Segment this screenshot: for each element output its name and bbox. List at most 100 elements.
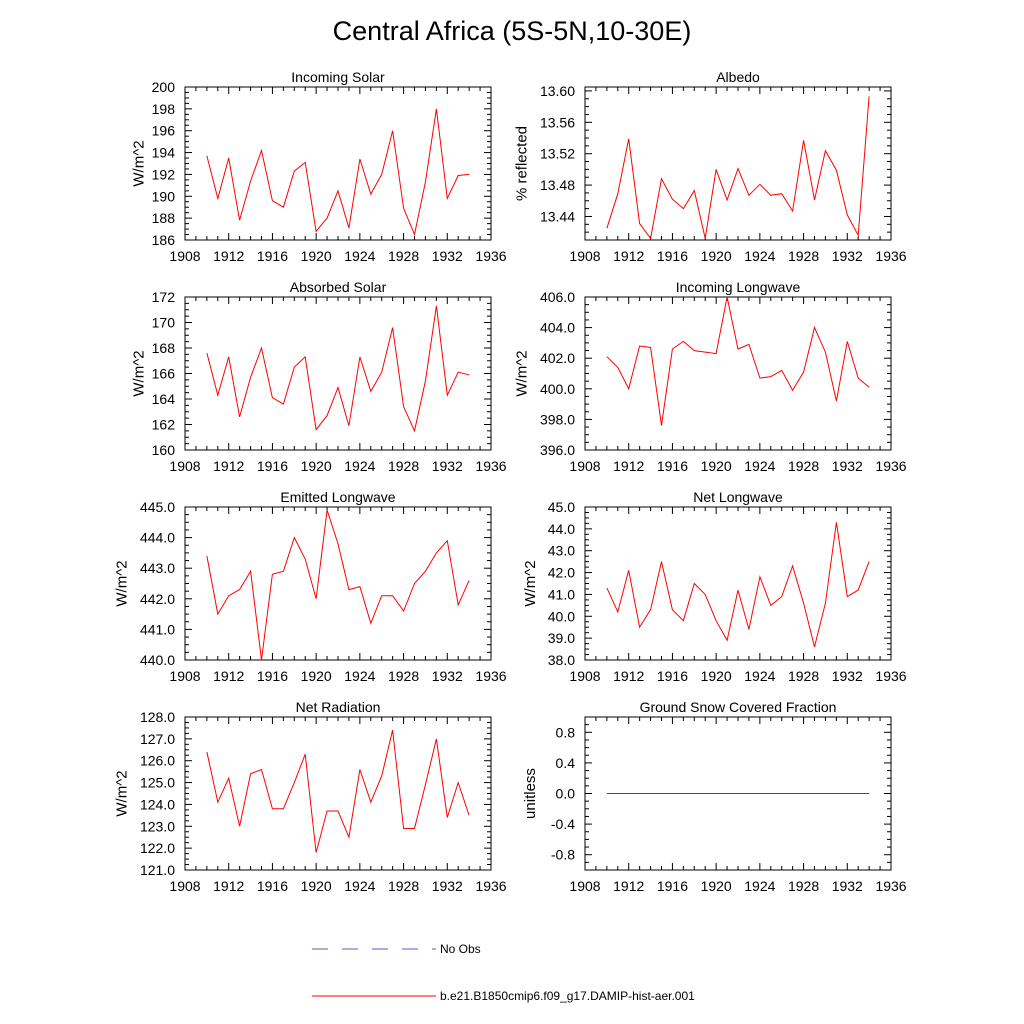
panel-title: Albedo: [716, 69, 760, 85]
panel-title: Incoming Longwave: [676, 279, 801, 295]
y-tick-label: 406.0: [540, 289, 575, 305]
legend: No Obs b.e21.B1850cmip6.f09_g17.DAMIP-hi…: [312, 942, 695, 1003]
panels: Incoming Solar 1908 1912 1916 1920 1924 1928 19…: [114, 69, 907, 894]
x-tick-label: 1908: [569, 668, 600, 684]
y-tick-label: 404.0: [540, 320, 575, 336]
x-tick-label: 1932: [832, 458, 863, 474]
x-tick-label: 1912: [613, 668, 644, 684]
y-tick-label: 198: [152, 101, 176, 117]
x-tick-label: 1916: [257, 248, 288, 264]
x-tick-label: 1936: [875, 668, 906, 684]
x-tick-label: 1924: [744, 458, 775, 474]
x-tick-label: 1916: [257, 878, 288, 894]
y-tick-label: 45.0: [548, 499, 575, 515]
x-tick-label: 1908: [169, 878, 200, 894]
series-line: [206, 108, 470, 237]
y-tick-label: 440.0: [140, 652, 175, 668]
x-tick-label: 1932: [432, 878, 463, 894]
y-tick-label: 402.0: [540, 350, 575, 366]
y-axis-label: W/m^2: [514, 350, 531, 396]
y-axis-label: W/m^2: [131, 140, 148, 186]
y-tick-label: -0.8: [551, 847, 575, 863]
y-axis-label: W/m^2: [522, 560, 539, 606]
chart-panel: Net Longwave 1908 1912 1916 1920 1924 1928 1932…: [522, 489, 907, 684]
series-line: [606, 96, 870, 240]
chart-panel: Incoming Solar 1908 1912 1916 1920 1924 1928 19…: [131, 69, 507, 264]
y-tick-label: 13.44: [540, 208, 575, 224]
x-tick-label: 1912: [213, 878, 244, 894]
x-tick-label: 1936: [475, 248, 506, 264]
chart-panel: Net Radiation 1908 1912 1916 1920 1924 1928 193…: [114, 699, 507, 894]
x-tick-label: 1936: [475, 458, 506, 474]
plot-frame: [584, 86, 892, 241]
y-tick-label: 40.0: [548, 608, 575, 624]
series-line: [206, 729, 470, 853]
x-tick-label: 1908: [569, 248, 600, 264]
x-tick-label: 1912: [613, 458, 644, 474]
x-tick-label: 1924: [344, 878, 375, 894]
y-tick-label: 192: [152, 166, 176, 182]
y-tick-label: 44.0: [548, 521, 575, 537]
panel-title: Net Radiation: [296, 699, 381, 715]
y-tick-label: 13.48: [540, 177, 575, 193]
legend-obs-label: No Obs: [440, 942, 481, 956]
x-tick-label: 1920: [301, 878, 332, 894]
y-axis-label: W/m^2: [114, 770, 131, 816]
x-tick-label: 1916: [657, 248, 688, 264]
y-axis-label: unitless: [522, 768, 539, 819]
y-tick-label: 124.0: [140, 796, 175, 812]
y-tick-label: 13.60: [540, 83, 575, 99]
y-tick-label: 164: [152, 391, 176, 407]
y-tick-label: -0.4: [551, 816, 575, 832]
legend-model-label: b.e21.B1850cmip6.f09_g17.DAMIP-hist-aer.…: [440, 989, 695, 1003]
x-tick-label: 1916: [657, 668, 688, 684]
y-axis-label: W/m^2: [131, 350, 148, 396]
plot-frame: [184, 506, 492, 661]
x-tick-label: 1936: [475, 878, 506, 894]
x-tick-label: 1928: [788, 878, 819, 894]
y-tick-label: 166: [152, 366, 176, 382]
x-tick-label: 1916: [257, 668, 288, 684]
x-tick-label: 1920: [701, 878, 732, 894]
y-tick-label: 444.0: [140, 530, 175, 546]
x-tick-label: 1928: [788, 668, 819, 684]
x-tick-label: 1936: [875, 878, 906, 894]
x-tick-label: 1920: [701, 248, 732, 264]
x-tick-label: 1916: [657, 878, 688, 894]
y-tick-label: 42.0: [548, 565, 575, 581]
x-tick-label: 1912: [613, 248, 644, 264]
chart-panel: Absorbed Solar 1908 1912 1916 1920 1924 1928 19…: [131, 279, 507, 474]
y-tick-label: 121.0: [140, 862, 175, 878]
y-tick-label: 43.0: [548, 543, 575, 559]
y-axis-label: W/m^2: [114, 560, 131, 606]
x-tick-label: 1920: [301, 668, 332, 684]
panel-title: Net Longwave: [693, 489, 783, 505]
x-tick-label: 1920: [701, 458, 732, 474]
series-line: [206, 509, 470, 661]
y-tick-label: 0.8: [556, 724, 576, 740]
y-tick-label: 172: [152, 289, 176, 305]
y-tick-label: 125.0: [140, 775, 175, 791]
y-tick-label: 127.0: [140, 731, 175, 747]
chart-panel: Incoming Longwave 1908 1912 1916 1920 1924 192…: [514, 279, 907, 474]
y-tick-label: 13.56: [540, 114, 575, 130]
y-tick-label: 196: [152, 123, 176, 139]
x-tick-label: 1928: [788, 458, 819, 474]
chart-panel: Albedo 1908 1912 1916 1920 1924 1928 1932 1936 13…: [514, 69, 907, 264]
x-tick-label: 1936: [875, 248, 906, 264]
y-tick-label: 396.0: [540, 442, 575, 458]
x-tick-label: 1924: [744, 248, 775, 264]
y-tick-label: 128.0: [140, 709, 175, 725]
x-tick-label: 1932: [432, 458, 463, 474]
x-tick-label: 1928: [388, 458, 419, 474]
y-tick-label: 38.0: [548, 652, 575, 668]
y-tick-label: 194: [152, 145, 176, 161]
series-line: [206, 305, 470, 433]
x-tick-label: 1936: [475, 668, 506, 684]
y-tick-label: 186: [152, 232, 176, 248]
x-tick-label: 1932: [432, 668, 463, 684]
x-tick-label: 1932: [432, 248, 463, 264]
y-axis-label: % reflected: [514, 126, 531, 201]
x-tick-label: 1924: [744, 668, 775, 684]
